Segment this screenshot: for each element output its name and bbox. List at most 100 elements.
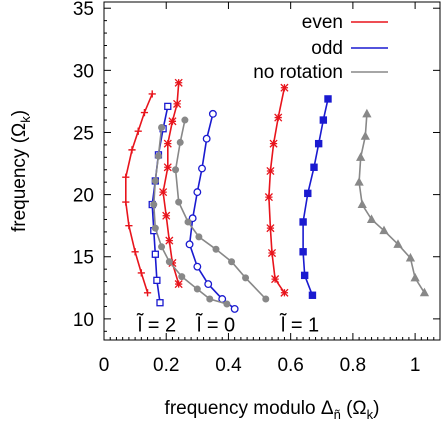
data-point [264, 193, 273, 202]
branch-label: l̃ = 0 [195, 313, 235, 337]
x-axis-title-unit: (Ω [341, 398, 367, 419]
data-point [172, 166, 180, 174]
series-even-1 [159, 78, 183, 289]
data-point [154, 152, 162, 160]
data-point [185, 240, 194, 249]
data-point [188, 214, 197, 223]
x-tick-label: 1 [410, 355, 421, 376]
data-point [151, 177, 159, 185]
data-point [151, 224, 159, 232]
data-point [266, 224, 275, 233]
data-point [174, 78, 183, 87]
data-point [299, 248, 307, 256]
data-point [228, 258, 236, 266]
data-point [122, 198, 130, 206]
y-tick-label: 10 [73, 310, 94, 331]
series-line [302, 98, 329, 296]
y-tick-label: 25 [73, 123, 94, 144]
data-point [158, 243, 166, 251]
data-point [299, 218, 307, 226]
legend-label: even [302, 12, 343, 33]
data-point [128, 146, 136, 154]
data-point [271, 275, 280, 284]
data-point [405, 252, 416, 262]
series-line [162, 82, 180, 285]
data-point [143, 289, 152, 297]
data-point [319, 116, 328, 124]
data-point [324, 95, 332, 103]
y-tick-labels: 10 15 20 25 30 35 [73, 0, 94, 331]
data-point [269, 139, 278, 148]
data-point [163, 163, 172, 172]
data-point [175, 198, 183, 206]
data-point [206, 295, 214, 303]
data-point [156, 299, 164, 307]
branch-label: l̃ = 1 [279, 313, 319, 337]
data-point [134, 127, 142, 135]
series-even-0 [122, 90, 156, 297]
series-layer [122, 78, 430, 313]
data-point [164, 102, 172, 111]
data-point [379, 225, 389, 235]
series-even-2 [264, 83, 289, 297]
y-tick-label: 20 [73, 186, 94, 207]
data-point [262, 295, 270, 303]
series-line [358, 113, 426, 294]
data-point [151, 250, 159, 258]
data-point [122, 173, 130, 181]
x-tick-label: 0.6 [277, 355, 303, 376]
data-point [208, 109, 217, 118]
data-point [168, 117, 177, 126]
x-tick-label: 0 [99, 355, 110, 376]
axis-ticks [103, 2, 440, 340]
series-line [125, 93, 153, 294]
data-point [266, 166, 275, 176]
series-no-rotation-6 [150, 124, 231, 308]
data-point [308, 291, 317, 299]
data-point [419, 287, 430, 297]
y-axis-title-sub: k [18, 116, 33, 123]
data-point [174, 280, 183, 289]
branch-label: l̃ = 2 [136, 313, 176, 337]
data-point [165, 236, 174, 245]
data-point [193, 262, 202, 271]
series-odd-4 [185, 109, 239, 313]
data-point [304, 189, 312, 198]
y-tick-label: 15 [73, 248, 94, 269]
x-tick-label: 0.8 [340, 355, 366, 376]
data-point [165, 258, 173, 266]
legend-label: odd [311, 38, 343, 59]
data-point [204, 280, 213, 289]
y-axis-title-main: frequency (Ω [9, 123, 30, 232]
series-line [174, 119, 267, 300]
x-tick-label: 0.2 [153, 355, 179, 376]
y-axis-title: frequency (Ωk) [9, 110, 33, 232]
data-point [354, 177, 364, 186]
data-point [314, 139, 323, 148]
data-point [153, 276, 161, 285]
data-point [198, 164, 206, 173]
series-no-rotation-8 [354, 108, 430, 297]
data-point [410, 272, 420, 282]
x-tick-labels: 0 0.2 0.4 0.6 0.8 1 [99, 355, 421, 376]
data-point [140, 108, 149, 117]
data-point [280, 83, 289, 92]
x-tick-label: 0.4 [215, 355, 242, 376]
data-point [223, 300, 231, 308]
y-axis-title-close: ) [9, 110, 30, 116]
data-point [150, 201, 158, 209]
data-point [159, 188, 168, 197]
data-point [148, 90, 156, 98]
data-point [280, 288, 289, 297]
data-point [163, 139, 172, 148]
data-point [178, 273, 186, 281]
data-point [162, 211, 171, 220]
data-point [131, 248, 139, 256]
series-line [188, 113, 236, 310]
data-point [181, 116, 189, 124]
data-point [393, 239, 403, 248]
y-tick-label: 30 [73, 61, 94, 82]
data-point [184, 218, 192, 226]
series-no-rotation-7 [172, 116, 270, 303]
